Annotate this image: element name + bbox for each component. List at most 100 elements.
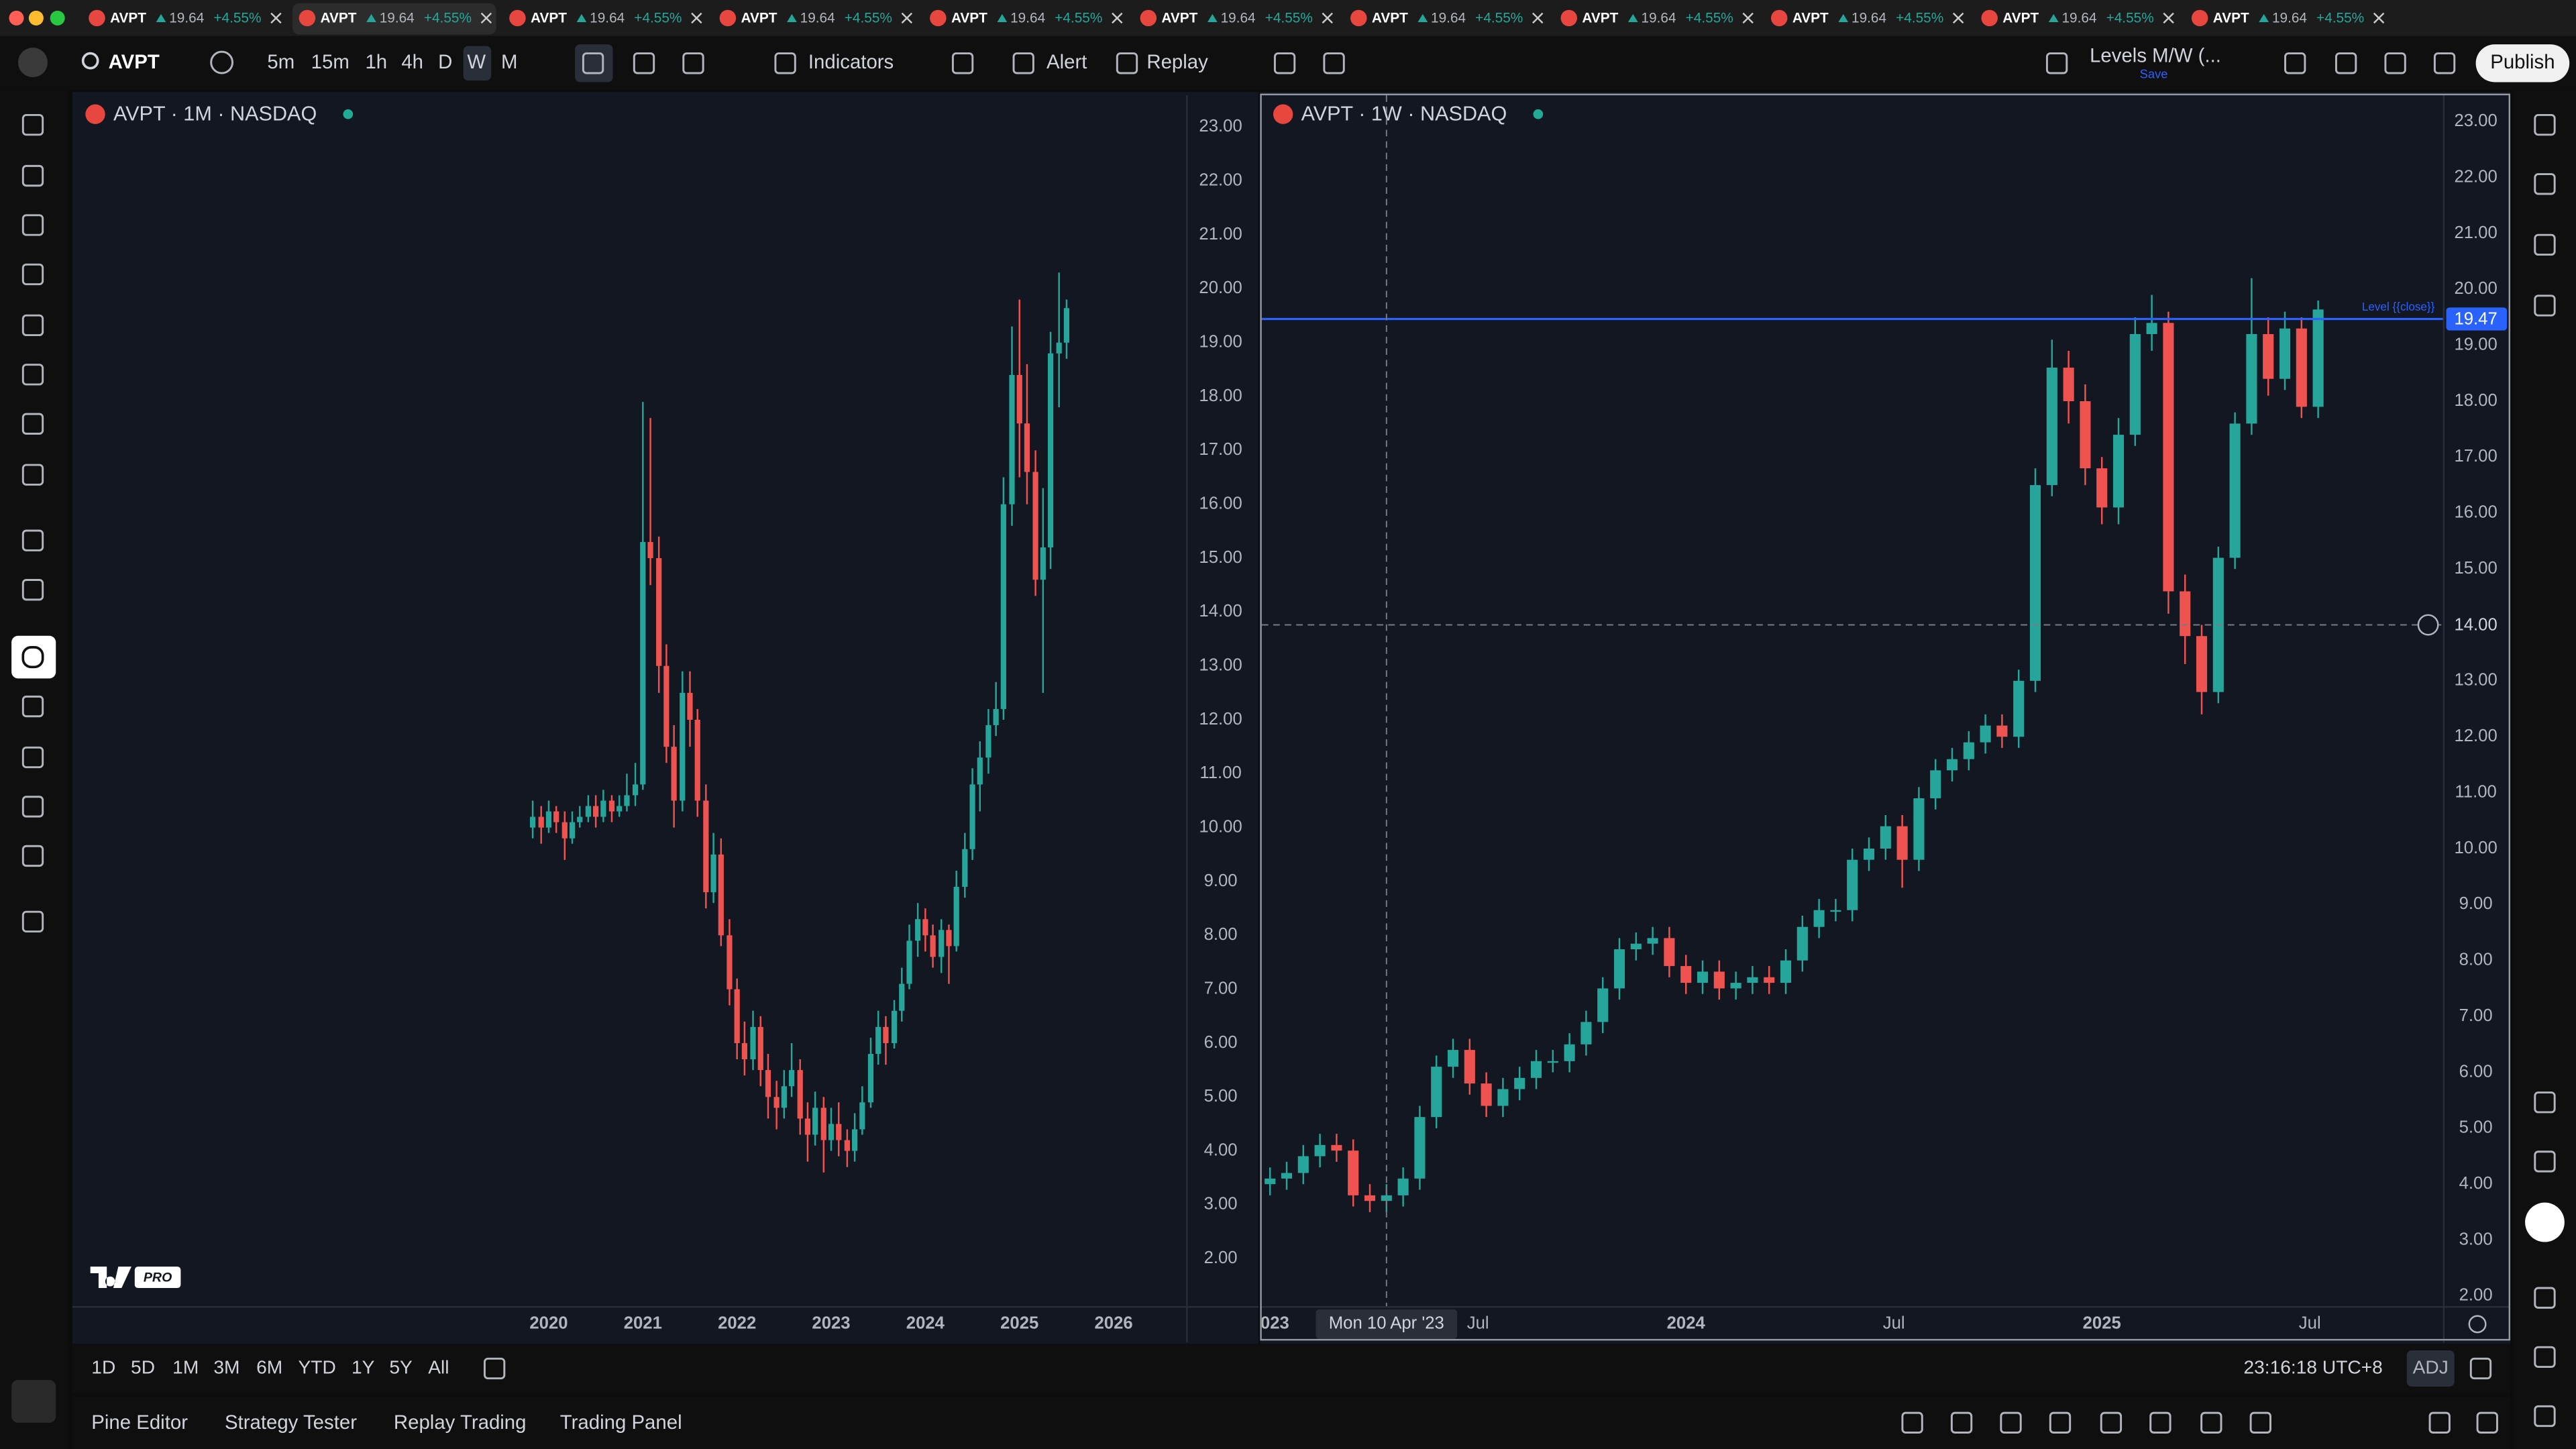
tab[interactable] — [923, 3, 1127, 35]
sidebar-icon[interactable] — [2534, 1150, 2556, 1173]
drawing-tool[interactable] — [21, 113, 44, 136]
tab-close[interactable] — [1742, 12, 1754, 24]
go-to-date[interactable] — [483, 1357, 506, 1380]
drawing-tool[interactable] — [21, 263, 44, 286]
range-button[interactable]: 5Y — [389, 1356, 413, 1377]
tab-close[interactable] — [1952, 12, 1964, 24]
range-button[interactable]: 6M — [256, 1356, 282, 1377]
indicators-button[interactable]: Indicators — [808, 51, 894, 73]
tab-close[interactable] — [1112, 12, 1123, 24]
bottom-tool[interactable] — [2428, 1411, 2451, 1434]
sidebar-icon[interactable] — [2534, 173, 2556, 195]
tab-close[interactable] — [480, 12, 492, 24]
range-button[interactable]: All — [428, 1356, 449, 1377]
tab-close[interactable] — [1322, 12, 1333, 24]
interval[interactable]: 4h — [401, 51, 423, 73]
tab[interactable] — [1344, 3, 1548, 35]
toolbar-icon[interactable] — [1012, 52, 1034, 74]
bottom-tool[interactable] — [1950, 1411, 1973, 1434]
tab-close[interactable] — [1532, 12, 1544, 24]
toolbar-icon[interactable] — [682, 52, 704, 74]
tab-close[interactable] — [2163, 12, 2174, 24]
bottom-tool[interactable] — [2200, 1411, 2222, 1434]
toolbar-icon[interactable] — [633, 52, 655, 74]
tab-close[interactable] — [2373, 12, 2385, 24]
alert-button[interactable]: Alert — [1046, 51, 1087, 73]
tab[interactable] — [712, 3, 917, 35]
magnet-icon[interactable] — [21, 646, 44, 669]
sidebar-icon[interactable] — [2534, 1346, 2556, 1368]
drawing-tool[interactable] — [21, 364, 44, 386]
drawing-tool[interactable] — [21, 164, 44, 187]
sidebar-icon[interactable] — [2534, 1405, 2556, 1428]
replay-button[interactable]: Replay — [1146, 51, 1208, 73]
drawing-tool[interactable] — [21, 464, 44, 486]
interval[interactable]: 1h — [365, 51, 387, 73]
range-button[interactable]: 3M — [213, 1356, 239, 1377]
interval[interactable]: D — [438, 51, 452, 73]
bottom-tool[interactable] — [2249, 1411, 2271, 1434]
tab[interactable] — [1764, 3, 1968, 35]
bottom-tool[interactable] — [2049, 1411, 2072, 1434]
drawing-tool[interactable] — [21, 314, 44, 337]
toolbar-icon[interactable] — [1323, 52, 1345, 74]
drawing-tool[interactable] — [21, 579, 44, 601]
toolbar-icon[interactable] — [951, 52, 974, 74]
toolbar-icon[interactable] — [2334, 52, 2357, 74]
window-button[interactable] — [28, 10, 44, 25]
adj-bg[interactable] — [2406, 1350, 2455, 1387]
bottom-tool[interactable] — [2476, 1411, 2498, 1434]
toolbar-icon[interactable] — [774, 52, 796, 74]
toolbar-icon[interactable] — [582, 52, 604, 74]
drawing-tool[interactable] — [21, 413, 44, 435]
bottom-tab[interactable]: Trading Panel — [560, 1411, 682, 1434]
drawing-tool[interactable] — [21, 214, 44, 236]
range-button[interactable]: YTD — [298, 1356, 335, 1377]
axis-settings[interactable] — [2468, 1315, 2487, 1334]
sidebar-icon[interactable] — [2534, 294, 2556, 317]
bottom-tool[interactable] — [1901, 1411, 1923, 1434]
adj-toggle[interactable]: ADJ — [2413, 1356, 2449, 1377]
toolbar-icon[interactable] — [1116, 52, 1138, 74]
tab[interactable] — [502, 3, 707, 35]
interval[interactable]: 15m — [311, 51, 350, 73]
range-button[interactable]: 1D — [91, 1356, 115, 1377]
avatar[interactable] — [17, 48, 48, 78]
drawing-tool[interactable] — [21, 910, 44, 933]
maximize[interactable] — [2469, 1357, 2492, 1380]
toolbar-icon[interactable] — [2284, 52, 2306, 74]
bottom-tab[interactable]: Pine Editor — [91, 1411, 188, 1434]
toolbar-icon[interactable] — [2384, 52, 2406, 74]
interval[interactable]: M — [501, 51, 517, 73]
tab[interactable] — [292, 3, 496, 35]
drawing-tool[interactable] — [21, 845, 44, 867]
toolbar-icon[interactable] — [1273, 52, 1296, 74]
interval[interactable]: 5m — [267, 51, 294, 73]
tab[interactable] — [1554, 3, 1758, 35]
tab[interactable] — [82, 3, 286, 35]
tab-close[interactable] — [691, 12, 702, 24]
window-button[interactable] — [9, 10, 24, 25]
tab[interactable] — [1133, 3, 1338, 35]
publish-button[interactable]: Publish — [2490, 51, 2555, 73]
drawing-tool[interactable] — [21, 529, 44, 551]
tab[interactable] — [2185, 3, 2389, 35]
sidebar-icon[interactable] — [2534, 1287, 2556, 1309]
sidebar-icon[interactable] — [2534, 233, 2556, 256]
toolbar-icon[interactable] — [2433, 52, 2456, 74]
sidebar-active[interactable] — [2525, 1202, 2565, 1242]
add-symbol[interactable] — [210, 50, 234, 74]
window-button[interactable] — [50, 10, 65, 25]
symbol-search[interactable]: AVPT — [109, 51, 160, 73]
favorites[interactable] — [11, 1380, 56, 1423]
sidebar-icon[interactable] — [2534, 1091, 2556, 1114]
crosshair-add[interactable] — [2417, 614, 2439, 636]
bottom-tab[interactable]: Replay Trading — [394, 1411, 527, 1434]
drawing-tool[interactable] — [21, 746, 44, 769]
drawing-tool[interactable] — [21, 695, 44, 718]
tab-close[interactable] — [901, 12, 913, 24]
tab-close[interactable] — [270, 12, 282, 24]
publish-bg[interactable] — [2475, 44, 2570, 83]
range-button[interactable]: 1M — [172, 1356, 199, 1377]
sidebar-icon[interactable] — [2534, 113, 2556, 136]
